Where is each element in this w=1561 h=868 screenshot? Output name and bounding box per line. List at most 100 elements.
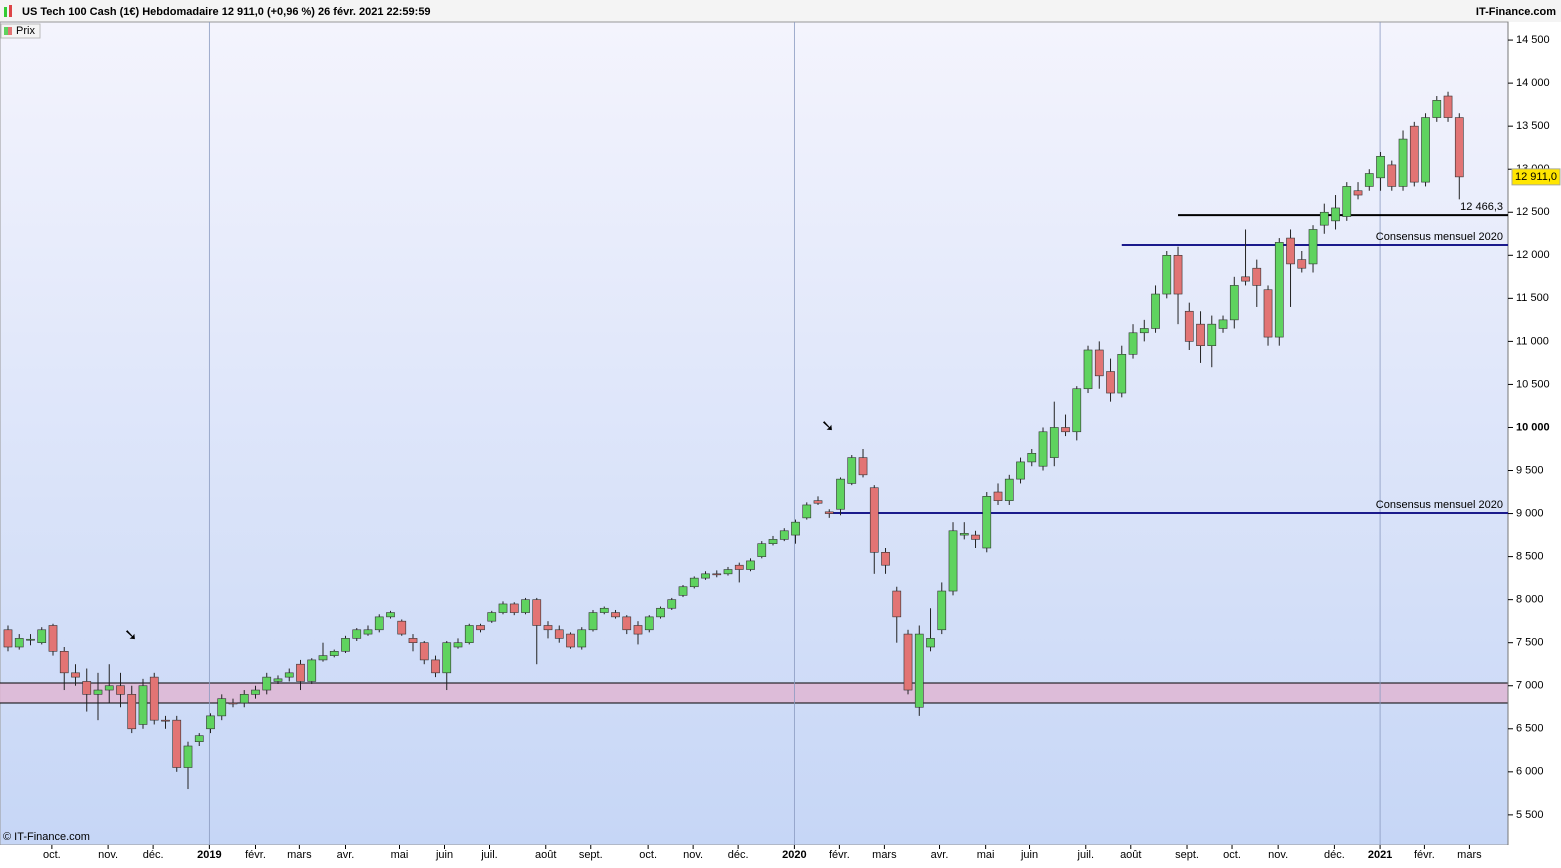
x-tick-label: juil.: [1077, 849, 1095, 861]
candle: [284, 668, 294, 682]
candle: [1038, 427, 1048, 471]
candle: [172, 715, 182, 772]
candle: [183, 741, 193, 790]
candle: [1004, 474, 1014, 505]
y-tick-label: 10 500: [1516, 378, 1550, 390]
x-tick-label: 2019: [197, 849, 221, 861]
candle-body: [824, 511, 834, 514]
candle: [858, 448, 868, 478]
candle-body: [3, 629, 13, 648]
candle-body: [959, 533, 969, 536]
candle-body: [183, 745, 193, 768]
candle-body: [1218, 319, 1228, 329]
candle: [599, 606, 609, 615]
candle: [667, 597, 677, 610]
candle-body: [633, 625, 643, 635]
candle: [104, 664, 114, 703]
candle-body: [1308, 229, 1318, 265]
candle-body: [993, 491, 1003, 501]
candle-body: [712, 573, 722, 576]
candle-body: [779, 530, 789, 540]
candle-body: [869, 487, 879, 553]
x-tick-label: mai: [977, 849, 995, 861]
candle: [723, 566, 733, 576]
candle-body: [464, 625, 474, 643]
candle-body: [172, 719, 182, 768]
candle: [498, 601, 508, 615]
x-tick-label: août: [1120, 849, 1141, 861]
candle-body: [59, 651, 69, 674]
candle-body: [948, 530, 958, 592]
candle-body: [138, 685, 148, 725]
candle-body: [802, 504, 812, 519]
candle: [1331, 195, 1340, 230]
candle-body: [1027, 453, 1037, 463]
candle-body: [521, 599, 530, 613]
candle-body: [71, 672, 80, 678]
candle: [419, 640, 429, 665]
candle: [48, 623, 58, 656]
candle: [453, 638, 463, 649]
candle-body: [228, 702, 238, 705]
candle-body: [678, 586, 688, 596]
candle-body: [734, 564, 744, 570]
candle: [1173, 246, 1183, 325]
candle-body: [1117, 353, 1127, 394]
candle: [217, 694, 227, 721]
candle-body: [1106, 371, 1115, 394]
x-tick-label: avr.: [931, 849, 949, 861]
candle: [712, 570, 722, 578]
candle-body: [1454, 117, 1464, 178]
candle-body: [1139, 328, 1149, 334]
candle: [1027, 448, 1037, 467]
candle: [633, 621, 643, 645]
candle-body: [419, 642, 429, 661]
candle: [1252, 259, 1262, 307]
x-tick-label: mars: [1457, 849, 1482, 861]
candle: [1207, 315, 1217, 368]
arrow: ➘: [821, 418, 834, 435]
x-tick-label: sept.: [1175, 849, 1199, 861]
candle-body: [611, 612, 620, 618]
candle: [127, 685, 137, 734]
candle-body: [386, 612, 395, 618]
candle: [206, 713, 215, 734]
candle: [1376, 151, 1385, 191]
candle-body: [701, 573, 710, 579]
candle-body: [273, 678, 283, 682]
x-tick-label: mars: [872, 849, 897, 861]
candle: [532, 597, 542, 665]
x-tick-label: juin: [1020, 849, 1038, 861]
x-tick-label: déc.: [143, 849, 164, 861]
candle: [149, 672, 159, 725]
candle: [1083, 345, 1093, 394]
candle-body: [1241, 276, 1250, 282]
candle: [993, 483, 1003, 505]
candle-body: [82, 681, 92, 695]
candle: [1241, 229, 1250, 286]
x-tick-label: juil.: [480, 849, 498, 861]
x-tick-label: avr.: [337, 849, 355, 861]
candle: [982, 492, 992, 553]
annotation-label: Consensus mensuel 2020: [1376, 231, 1503, 243]
x-tick-label: mars: [287, 849, 312, 861]
candle-body: [543, 625, 553, 631]
candle-body: [723, 569, 733, 575]
candle-body: [1443, 95, 1453, 118]
candle: [869, 485, 879, 574]
candle-body: [487, 612, 497, 622]
candle: [307, 658, 317, 685]
candle: [1443, 91, 1453, 122]
candle-body: [1353, 190, 1363, 196]
copyright: © IT-Finance.com: [3, 831, 90, 843]
candle: [239, 690, 249, 708]
candle: [374, 614, 384, 633]
candle-body: [442, 642, 452, 674]
candle-body: [1162, 254, 1172, 295]
candle: [1162, 250, 1172, 299]
candle: [318, 642, 328, 662]
candle-body: [127, 694, 137, 730]
legend-label: Prix: [16, 25, 35, 37]
